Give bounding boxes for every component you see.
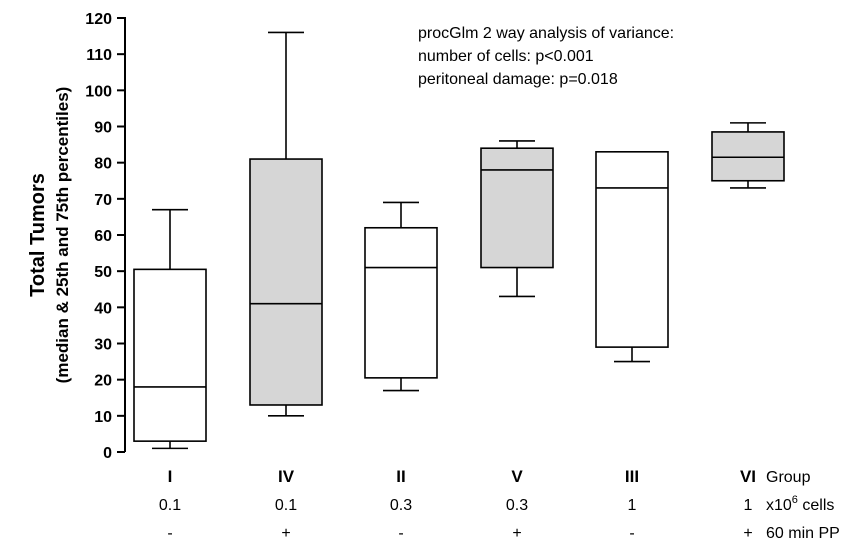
group-label: II bbox=[396, 467, 405, 486]
y-tick-label: 30 bbox=[94, 337, 112, 354]
pp-label: + bbox=[281, 525, 290, 542]
annotation-line: peritoneal damage: p=0.018 bbox=[418, 71, 618, 88]
box-II bbox=[364, 226, 438, 379]
pp-label: + bbox=[512, 525, 521, 542]
group-label: IV bbox=[278, 467, 295, 486]
cells-row-label: x106 cells bbox=[766, 494, 834, 514]
cells-label: 1 bbox=[628, 497, 637, 514]
cells-label: 0.1 bbox=[159, 497, 181, 514]
pp-row-label: 60 min PP bbox=[766, 525, 840, 542]
pp-label: - bbox=[167, 525, 172, 542]
y-tick-label: 50 bbox=[94, 264, 112, 281]
group-row-label: Group bbox=[766, 469, 811, 486]
box-IV bbox=[249, 158, 323, 406]
y-axis-label: Total Tumors bbox=[27, 173, 49, 297]
y-tick-label: 40 bbox=[94, 300, 112, 317]
cells-label: 0.3 bbox=[506, 497, 528, 514]
pp-label: + bbox=[743, 525, 752, 542]
box-III bbox=[595, 151, 669, 348]
y-tick-label: 90 bbox=[94, 120, 112, 137]
pp-label: - bbox=[629, 525, 634, 542]
cells-label: 0.3 bbox=[390, 497, 412, 514]
y-axis-sublabel: (median & 25th and 75th percentiles) bbox=[53, 87, 72, 384]
y-tick-label: 10 bbox=[94, 409, 112, 426]
pp-label: - bbox=[398, 525, 403, 542]
group-label: III bbox=[625, 467, 639, 486]
box-V bbox=[480, 147, 554, 269]
annotation-line: number of cells: p<0.001 bbox=[418, 48, 594, 65]
y-tick-label: 110 bbox=[86, 47, 112, 64]
cells-label: 1 bbox=[744, 497, 753, 514]
group-label: I bbox=[168, 467, 173, 486]
box-I bbox=[133, 268, 207, 442]
y-tick-label: 120 bbox=[85, 11, 112, 28]
y-tick-label: 70 bbox=[94, 192, 112, 209]
y-tick-label: 100 bbox=[85, 83, 112, 100]
annotation-line: procGlm 2 way analysis of variance: bbox=[418, 25, 674, 42]
box-VI bbox=[711, 131, 785, 182]
y-tick-label: 80 bbox=[94, 156, 112, 173]
y-tick-label: 60 bbox=[94, 228, 112, 245]
y-tick-label: 0 bbox=[103, 445, 112, 462]
group-label: V bbox=[511, 467, 523, 486]
cells-label: 0.1 bbox=[275, 497, 297, 514]
group-label: VI bbox=[740, 467, 756, 486]
y-tick-label: 20 bbox=[94, 373, 112, 390]
